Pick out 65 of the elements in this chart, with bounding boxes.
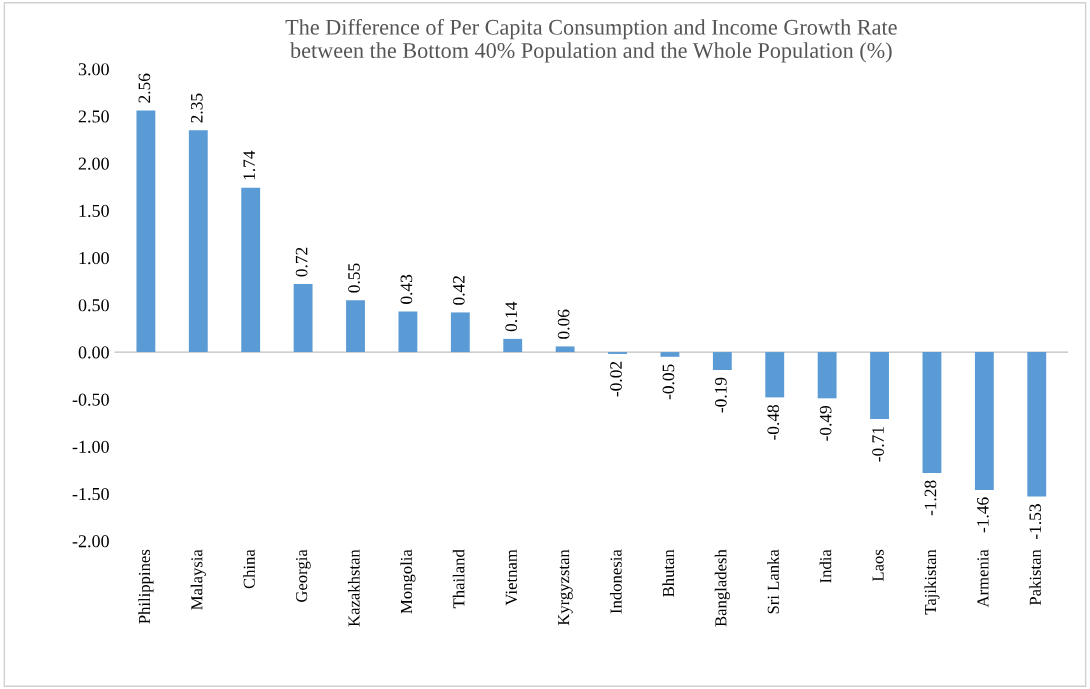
x-tick-label: Armenia xyxy=(977,549,989,608)
data-label: 2.56 xyxy=(138,73,151,103)
x-tick-label: Bangladesh xyxy=(714,549,730,627)
y-tick-label: 2.00 xyxy=(78,157,109,170)
y-tick-label: 1.50 xyxy=(79,204,109,218)
y-tick-label: -0.50 xyxy=(72,393,109,406)
data-label: -1.46 xyxy=(977,497,989,533)
bar xyxy=(450,312,470,353)
data-label: 2.35 xyxy=(190,93,203,123)
y-tick-label: 0.50 xyxy=(78,299,109,312)
bar xyxy=(870,352,889,420)
data-label: 0.72 xyxy=(295,247,308,277)
x-tick-label: Kyrgyzstan xyxy=(558,549,573,626)
bar xyxy=(346,300,365,353)
x-tick-label: Kazakhstan xyxy=(347,549,360,627)
data-label: 1.74 xyxy=(243,150,256,180)
bar xyxy=(1027,352,1047,497)
data-label: -0.71 xyxy=(872,427,884,462)
x-tick-label: Tajikistan xyxy=(924,549,940,615)
x-tick-label: Vietnam xyxy=(505,549,517,606)
x-tick-label: Bhutan xyxy=(662,549,675,597)
bar xyxy=(712,352,732,371)
bar xyxy=(660,352,680,357)
bar xyxy=(136,110,156,353)
y-tick-label: 1.00 xyxy=(79,251,109,265)
data-label: 0.14 xyxy=(505,301,518,332)
chart-title: The Difference of Per Capita Consumption and Income Growth Rate between the Bottom 40% Population and the Whole Population (%) xyxy=(285,18,897,63)
bar xyxy=(974,352,994,490)
x-tick-label: Sri Lanka xyxy=(767,549,779,614)
data-label: 0.06 xyxy=(557,309,570,339)
y-tick-label: 2.50 xyxy=(78,110,109,123)
y-tick-label: 0.00 xyxy=(78,346,109,359)
data-label: -1.28 xyxy=(924,480,937,516)
data-label: -0.48 xyxy=(767,404,780,440)
x-tick-label: Philippines xyxy=(138,549,154,624)
x-tick-label: Laos xyxy=(872,549,884,582)
data-label: -0.05 xyxy=(662,364,675,400)
data-label: 0.55 xyxy=(348,263,360,293)
data-label: -0.49 xyxy=(819,405,832,441)
x-tick-label: Malaysia xyxy=(190,549,206,610)
data-label: -1.53 xyxy=(1029,504,1042,539)
x-tick-label: Mongolia xyxy=(400,549,416,614)
bar xyxy=(817,352,837,399)
y-tick-label: -1.50 xyxy=(72,487,109,501)
bar xyxy=(293,284,313,353)
x-tick-label: Indonesia xyxy=(609,549,622,614)
x-tick-label: Georgia xyxy=(296,549,311,602)
data-label: -0.19 xyxy=(714,377,727,413)
y-tick-label: -2.00 xyxy=(72,535,109,548)
data-label: 0.43 xyxy=(400,274,413,304)
bar xyxy=(765,352,785,398)
bar xyxy=(398,311,418,353)
y-tick-label: -1.00 xyxy=(72,440,109,453)
bar xyxy=(555,346,575,353)
data-label: 0.42 xyxy=(452,276,465,305)
bar xyxy=(503,338,523,353)
bar xyxy=(241,187,261,353)
bar xyxy=(188,130,208,353)
x-tick-label: Thailand xyxy=(452,549,465,609)
x-tick-label: China xyxy=(243,549,255,589)
data-label: -0.02 xyxy=(610,361,622,397)
x-tick-label: India xyxy=(819,549,832,583)
y-tick-label: 3.00 xyxy=(78,63,109,76)
bar xyxy=(922,352,942,473)
x-tick-label: Pakistan xyxy=(1029,549,1041,606)
